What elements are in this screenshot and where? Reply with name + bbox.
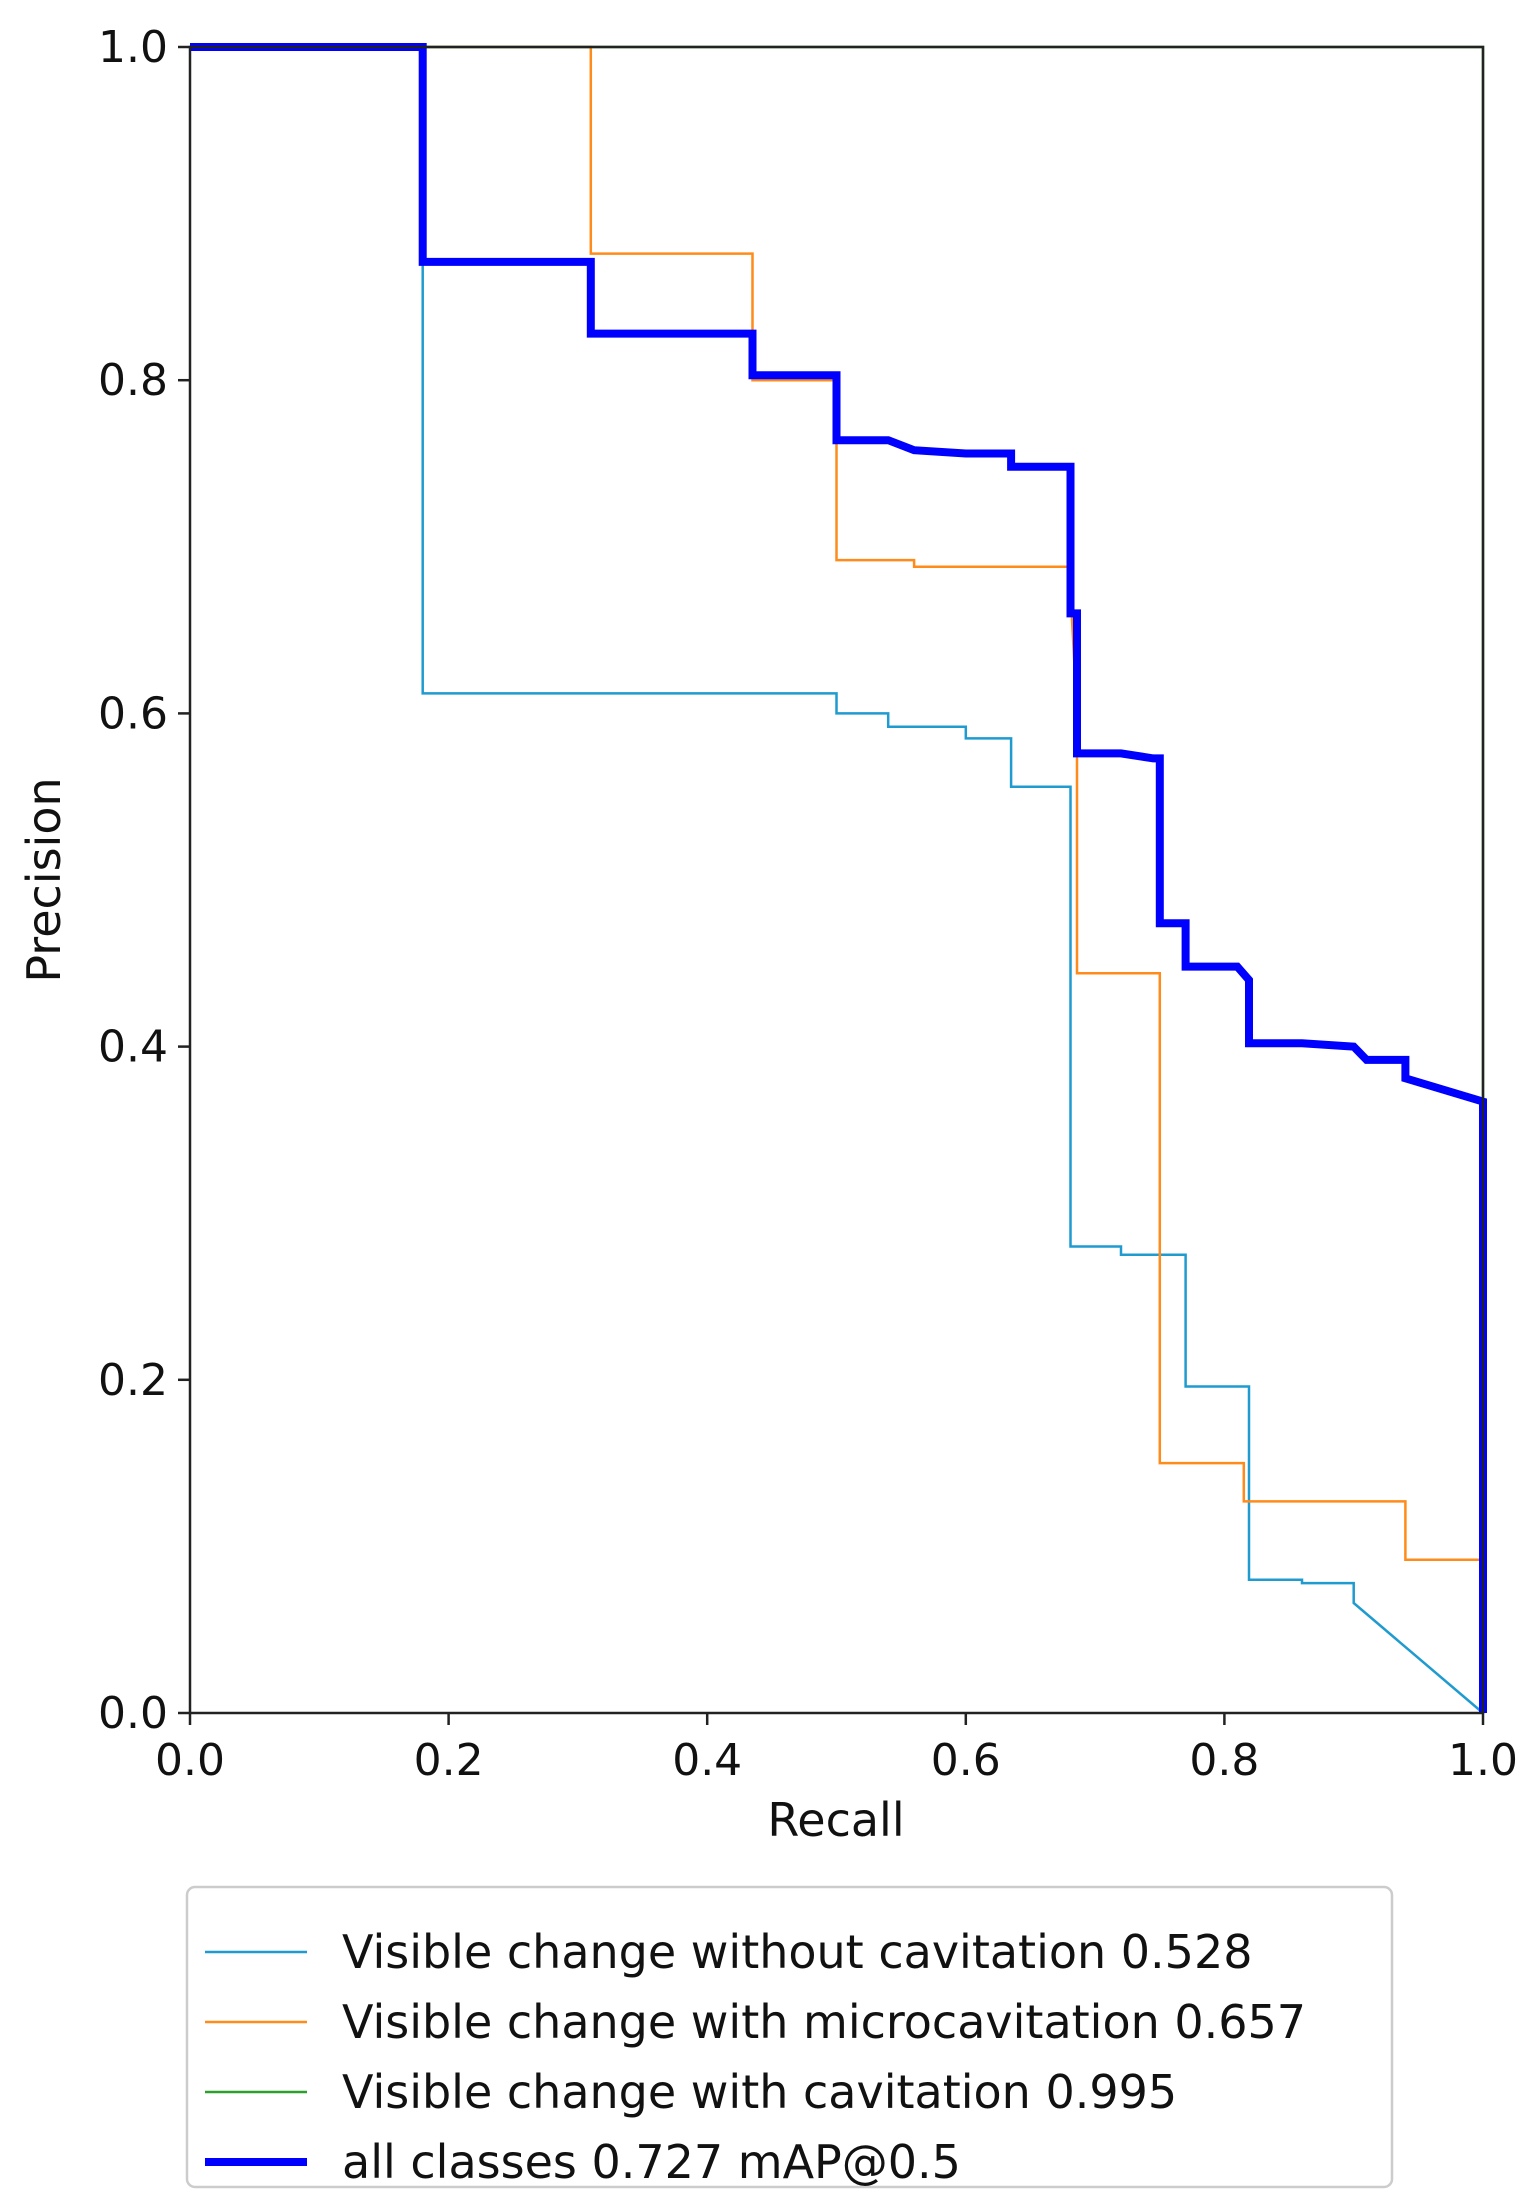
y-axis-title: Precision [17, 777, 71, 982]
series-line-2 [190, 45, 1485, 1713]
series-lines [190, 43, 1487, 1714]
x-axis-title: Recall [767, 1793, 904, 1847]
x-axis-ticks: 0.0 0.2 0.4 0.6 0.8 1.0 [155, 1713, 1518, 1786]
y-tick-label: 0.8 [98, 355, 168, 406]
y-axis-ticks: 0.0 0.2 0.4 0.6 0.8 1.0 [98, 22, 190, 1739]
legend: Visible change without cavitation 0.528 V… [185, 1885, 1394, 2189]
y-tick-label: 0.4 [98, 1022, 168, 1073]
plot-area-frame [188, 45, 1485, 1715]
x-tick-label: 0.6 [931, 1735, 1001, 1786]
legend-label-3: Visible change with cavitation 0.995 [342, 2065, 1177, 2119]
legend-label-4: all classes 0.727 mAP@0.5 [342, 2135, 961, 2189]
series-line-1 [190, 45, 1484, 1714]
y-tick-label: 0.2 [98, 1355, 168, 1406]
y-tick-label: 0.6 [98, 688, 168, 739]
legend-label-1: Visible change without cavitation 0.528 [342, 1925, 1252, 1979]
x-tick-label: 0.0 [155, 1735, 225, 1786]
legend-box [185, 1885, 1394, 2189]
series-line-3 [190, 45, 1485, 1713]
y-tick-label: 1.0 [98, 22, 168, 73]
legend-label-2: Visible change with microcavitation 0.65… [342, 1995, 1306, 2049]
x-tick-label: 0.2 [414, 1735, 484, 1786]
y-tick-label: 0.0 [98, 1688, 168, 1739]
x-tick-label: 0.8 [1189, 1735, 1259, 1786]
x-tick-label: 0.4 [672, 1735, 742, 1786]
series-line-4 [190, 43, 1487, 1713]
x-tick-label: 1.0 [1448, 1735, 1518, 1786]
